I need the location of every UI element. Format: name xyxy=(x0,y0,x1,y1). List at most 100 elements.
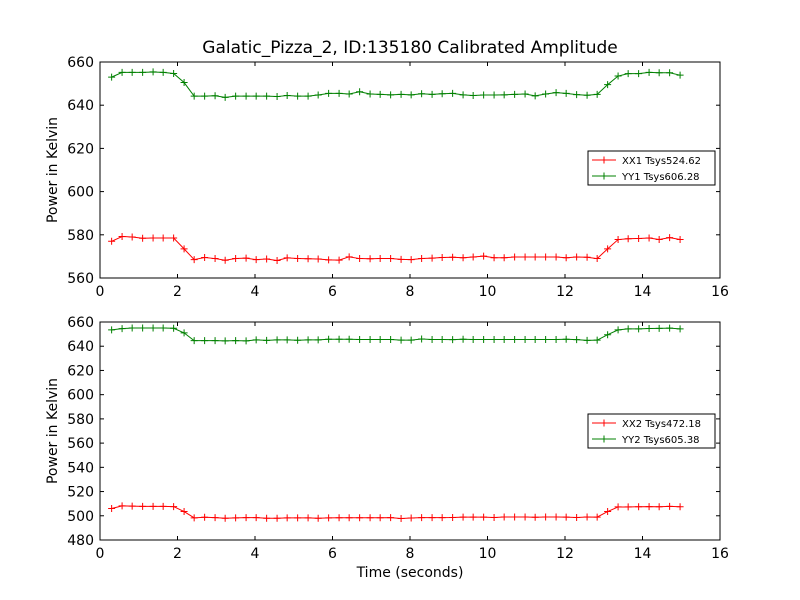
data-point xyxy=(263,255,271,263)
data-point xyxy=(283,91,291,99)
data-point xyxy=(418,335,426,343)
x-tick-label: 2 xyxy=(173,284,182,300)
data-point xyxy=(242,254,250,262)
data-point xyxy=(294,255,302,263)
bottom-panel: 0 2 4 6 8 10 12 14 16 480 500 520 540 560 580 600 620 640… xyxy=(45,315,729,581)
data-point xyxy=(624,325,632,333)
y-tick-label: 620 xyxy=(67,363,94,379)
data-point xyxy=(438,335,446,343)
data-point xyxy=(159,68,167,76)
data-point xyxy=(232,337,240,345)
data-point xyxy=(511,253,519,261)
data-point xyxy=(614,236,622,244)
data-point xyxy=(531,335,539,343)
data-point xyxy=(418,255,426,263)
legend-label: YY2 Tsys605.38 xyxy=(621,435,700,446)
data-point xyxy=(614,503,622,511)
data-point xyxy=(242,514,250,522)
data-point xyxy=(128,502,136,510)
data-point xyxy=(180,329,188,337)
data-point xyxy=(273,93,281,101)
data-point xyxy=(118,68,126,76)
data-point xyxy=(542,253,550,261)
data-point xyxy=(273,514,281,522)
data-point xyxy=(294,336,302,344)
data-point xyxy=(624,70,632,78)
data-point xyxy=(552,89,560,97)
data-point xyxy=(180,508,188,516)
x-tick-label: 8 xyxy=(406,546,415,562)
y-tick-label: 560 xyxy=(67,436,94,452)
data-point xyxy=(428,254,436,262)
x-tick-label: 12 xyxy=(556,546,574,562)
data-point xyxy=(635,325,643,333)
data-point xyxy=(655,69,663,77)
data-point xyxy=(170,503,178,511)
data-point xyxy=(604,508,612,516)
x-tick-label: 14 xyxy=(634,284,652,300)
legend-label: XX2 Tsys472.18 xyxy=(622,419,701,430)
data-point xyxy=(490,91,498,99)
data-point xyxy=(283,514,291,522)
data-point xyxy=(190,514,198,522)
data-point xyxy=(221,337,229,345)
legend-box xyxy=(587,413,716,449)
data-point xyxy=(139,324,147,332)
data-point xyxy=(469,91,477,99)
y-tick-label: 600 xyxy=(67,185,94,201)
data-point xyxy=(397,90,405,98)
data-point xyxy=(480,91,488,99)
data-point xyxy=(428,90,436,98)
data-point xyxy=(149,234,157,242)
data-point xyxy=(149,502,157,510)
series-yy xyxy=(108,324,684,345)
data-point xyxy=(118,502,126,510)
data-point xyxy=(345,90,353,98)
data-point xyxy=(366,255,374,263)
data-point xyxy=(521,335,529,343)
data-point xyxy=(500,254,508,262)
data-point xyxy=(190,256,198,264)
data-point xyxy=(676,325,684,333)
data-point xyxy=(170,69,178,77)
x-tick-label: 14 xyxy=(634,546,652,562)
data-point xyxy=(387,335,395,343)
x-tick-label: 6 xyxy=(328,546,337,562)
data-point xyxy=(118,233,126,241)
data-point xyxy=(376,514,384,522)
legend-box xyxy=(587,150,716,186)
data-point xyxy=(387,255,395,263)
data-point xyxy=(190,92,198,100)
data-point xyxy=(201,337,209,345)
data-point xyxy=(552,253,560,261)
data-point xyxy=(500,513,508,521)
data-point xyxy=(304,514,312,522)
data-point xyxy=(190,337,198,345)
data-point xyxy=(593,336,601,344)
series-xx xyxy=(108,233,684,265)
data-point xyxy=(428,514,436,522)
y-tick-label: 480 xyxy=(67,533,94,549)
y-tick-label: 540 xyxy=(67,460,94,476)
x-tick-label: 12 xyxy=(556,284,574,300)
data-point xyxy=(211,92,219,100)
data-point xyxy=(480,513,488,521)
y-tick-label: 560 xyxy=(67,271,94,287)
data-point xyxy=(418,514,426,522)
data-point xyxy=(335,335,343,343)
data-point xyxy=(562,254,570,262)
data-point xyxy=(325,514,333,522)
data-point xyxy=(480,335,488,343)
data-point xyxy=(366,514,374,522)
data-point xyxy=(397,514,405,522)
data-point xyxy=(573,513,581,521)
data-point xyxy=(593,513,601,521)
data-point xyxy=(469,513,477,521)
data-point xyxy=(645,503,653,511)
data-point xyxy=(366,90,374,98)
data-point xyxy=(170,234,178,242)
data-point xyxy=(232,92,240,100)
data-point xyxy=(221,256,229,264)
data-point xyxy=(304,336,312,344)
data-point xyxy=(211,337,219,345)
